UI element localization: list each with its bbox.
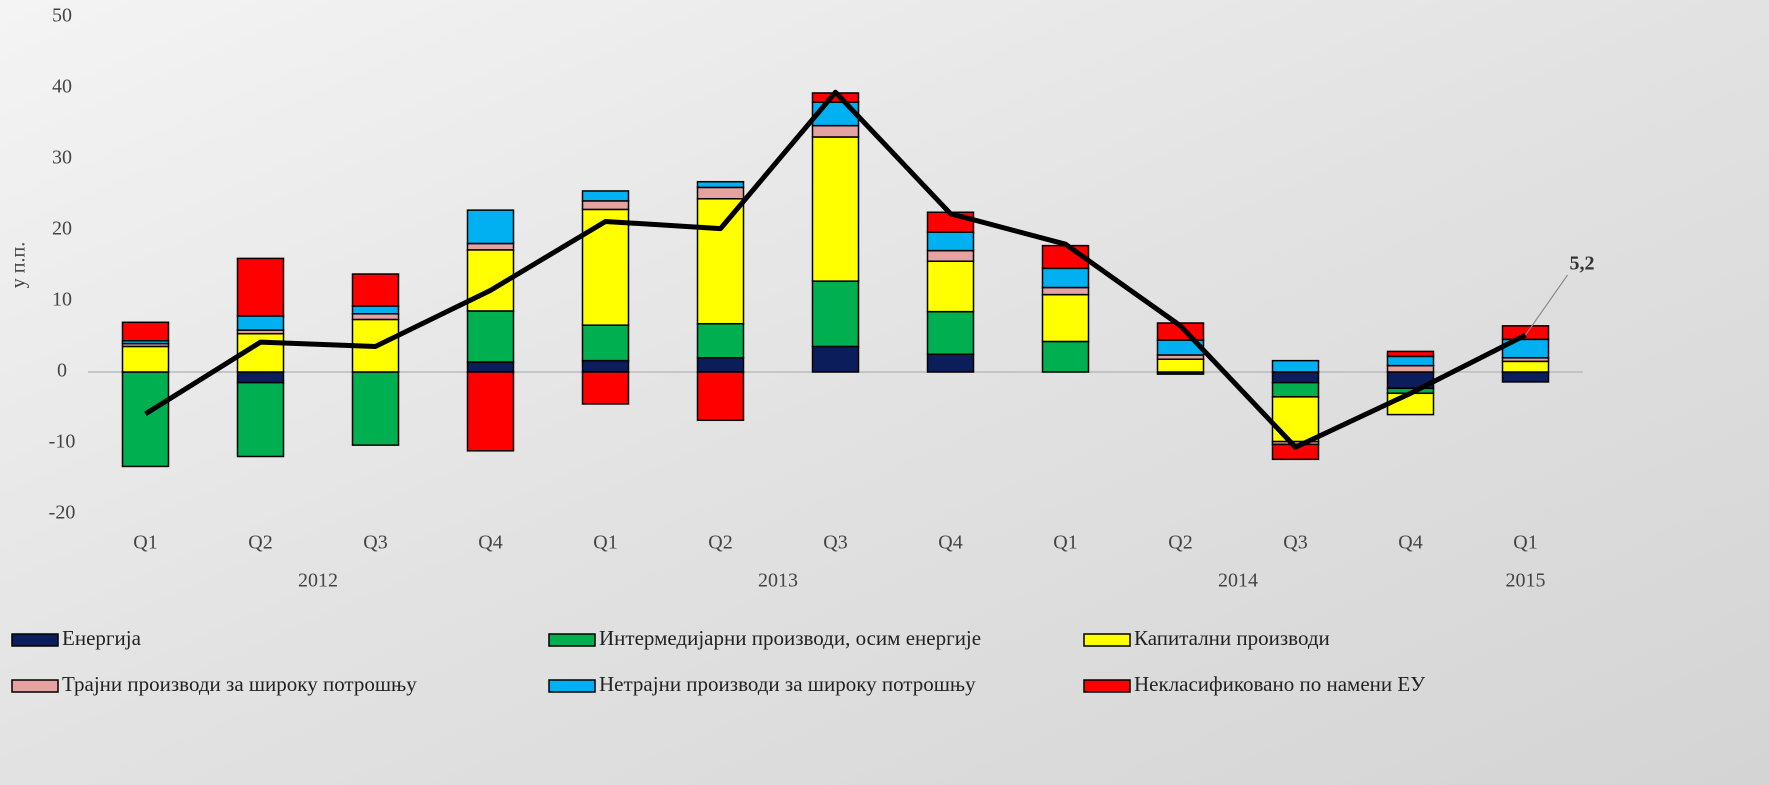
bar-segment bbox=[696, 371, 745, 422]
bar-segment bbox=[811, 280, 860, 348]
x-tick-label: Q3 bbox=[823, 532, 847, 554]
x-tick-label: Q1 bbox=[1513, 532, 1537, 554]
legend-label: Енергија bbox=[62, 626, 142, 650]
x-group-label: 2013 bbox=[758, 570, 798, 592]
y-tick-label: 10 bbox=[52, 289, 72, 311]
bar-segment bbox=[351, 371, 400, 446]
x-tick-label: Q4 bbox=[478, 532, 502, 554]
legend-label: Интермедијарни производи, осим енергије bbox=[599, 626, 981, 650]
bar-segment bbox=[1501, 371, 1550, 383]
bar-segment bbox=[926, 249, 975, 262]
bar-segment bbox=[1041, 286, 1090, 296]
total-line bbox=[144, 89, 1527, 450]
bar-segment bbox=[811, 345, 860, 373]
y-axis-label: у п.п. bbox=[8, 242, 30, 288]
x-tick-label: Q4 bbox=[938, 532, 962, 554]
bar-segment bbox=[466, 361, 515, 373]
bar-segment bbox=[236, 257, 285, 317]
bar-segment bbox=[236, 315, 285, 331]
legend-label: Нетрајни производи за широку потрошњу bbox=[599, 672, 976, 696]
bar-segment bbox=[696, 357, 745, 373]
bar-segment bbox=[696, 186, 745, 200]
bar-segment bbox=[1386, 364, 1435, 373]
bar-segment bbox=[1386, 355, 1435, 367]
bar-segment bbox=[236, 371, 285, 384]
bar-segment bbox=[121, 321, 170, 342]
y-tick-label: 20 bbox=[52, 218, 72, 240]
bar-segment bbox=[466, 310, 515, 363]
bar-segment bbox=[466, 242, 515, 251]
x-tick-label: Q2 bbox=[1168, 532, 1192, 554]
bar-segment bbox=[581, 208, 630, 326]
y-tick-label: 30 bbox=[52, 147, 72, 169]
x-tick-label: Q2 bbox=[248, 532, 272, 554]
bar-segment bbox=[581, 324, 630, 362]
x-group-label: 2012 bbox=[298, 570, 338, 592]
legend-label: Трајни производи за широку потрошњу bbox=[62, 672, 417, 696]
bar-segment bbox=[1501, 360, 1550, 373]
legend-swatch bbox=[548, 679, 596, 693]
legend-swatch bbox=[1083, 633, 1131, 647]
y-tick-label: -20 bbox=[49, 502, 76, 524]
bar-segment bbox=[351, 273, 400, 307]
bar-segment bbox=[696, 198, 745, 325]
y-tick-label: 50 bbox=[52, 5, 72, 27]
legend-swatch bbox=[11, 633, 59, 647]
bar-segment bbox=[1041, 267, 1090, 289]
legend-swatch bbox=[11, 679, 59, 693]
bar-segment bbox=[466, 209, 515, 245]
bar-segment bbox=[581, 359, 630, 373]
bar-segment bbox=[236, 381, 285, 458]
legend-swatch bbox=[1083, 679, 1131, 693]
bar-segment bbox=[581, 190, 630, 202]
bar-segment bbox=[926, 231, 975, 252]
x-tick-label: Q2 bbox=[708, 532, 732, 554]
bar-segment bbox=[581, 371, 630, 405]
bar-segment bbox=[926, 260, 975, 313]
y-tick-label: 0 bbox=[57, 360, 67, 382]
bar-segment bbox=[696, 180, 745, 189]
bar-segment bbox=[121, 371, 170, 468]
y-tick-label: -10 bbox=[49, 431, 76, 453]
bar-segment bbox=[811, 124, 860, 138]
x-tick-label: Q3 bbox=[363, 532, 387, 554]
bar-segment bbox=[926, 353, 975, 373]
x-tick-label: Q1 bbox=[1053, 532, 1077, 554]
legend-label: Некласификовано по намени ЕУ bbox=[1134, 672, 1425, 696]
x-tick-label: Q3 bbox=[1283, 532, 1307, 554]
x-tick-label: Q1 bbox=[593, 532, 617, 554]
bar-segment bbox=[351, 305, 400, 315]
x-group-label: 2014 bbox=[1218, 570, 1258, 592]
bar-segment bbox=[1271, 396, 1320, 443]
bar-segment bbox=[351, 313, 400, 321]
bar-segment bbox=[696, 322, 745, 359]
bar-segment bbox=[1386, 392, 1435, 416]
legend-label: Капитални производи bbox=[1134, 626, 1330, 650]
bar-segment bbox=[811, 136, 860, 282]
y-tick-label: 40 bbox=[52, 76, 72, 98]
bar-segment bbox=[1156, 358, 1205, 373]
data-label: 5,2 bbox=[1570, 253, 1595, 275]
bar-segment bbox=[926, 310, 975, 355]
bar-segment bbox=[1386, 350, 1435, 358]
x-tick-label: Q4 bbox=[1398, 532, 1422, 554]
bar-segment bbox=[581, 200, 630, 211]
bar-segment bbox=[1041, 340, 1090, 373]
x-tick-label: Q1 bbox=[133, 532, 157, 554]
bar-segment bbox=[466, 371, 515, 452]
bar-segment bbox=[1041, 293, 1090, 343]
legend-swatch bbox=[548, 633, 596, 647]
bar-segment bbox=[1501, 325, 1550, 341]
bar-segment bbox=[1271, 371, 1320, 384]
x-group-label: 2015 bbox=[1506, 570, 1546, 592]
leader-line bbox=[1525, 274, 1568, 336]
bar-segment bbox=[1271, 359, 1320, 373]
bar-segment bbox=[1271, 381, 1320, 398]
bar-segment bbox=[121, 345, 170, 373]
